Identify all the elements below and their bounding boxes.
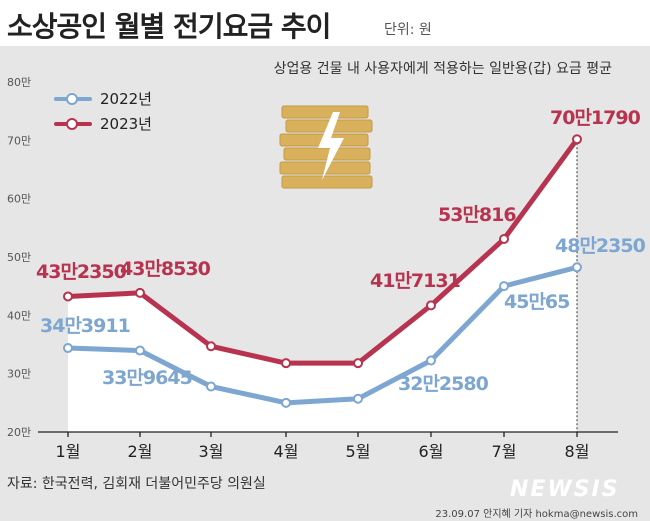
data-point-2023 xyxy=(206,341,216,352)
coin-stack-lightning-icon xyxy=(279,105,373,189)
area-fill-2023 xyxy=(68,139,577,432)
data-point-2022 xyxy=(353,393,363,404)
x-tick-label: 4월 xyxy=(274,442,299,461)
y-tick-label: 60만 xyxy=(7,193,31,206)
legend-label-2022: 2022년 xyxy=(100,90,152,108)
y-tick-label: 70만 xyxy=(7,134,31,147)
y-tick-label: 20만 xyxy=(7,426,31,439)
x-tick-label: 8월 xyxy=(565,442,590,461)
chart-title: 소상공인 월별 전기요금 추이 xyxy=(7,10,331,43)
source-note: 자료: 한국전력, 김회재 더불어민주당 의원실 xyxy=(7,476,266,492)
x-tick-label: 7월 xyxy=(492,442,517,461)
coin-layer xyxy=(281,105,369,119)
data-point-2022 xyxy=(63,343,73,354)
x-tick-label: 3월 xyxy=(199,442,224,461)
data-point-2022 xyxy=(206,381,216,392)
title-bar: 소상공인 월별 전기요금 추이 단위: 원 xyxy=(0,0,650,46)
data-point-2023 xyxy=(572,134,582,145)
lightning-bolt-icon xyxy=(318,112,344,180)
data-label-2023: 43만2350 xyxy=(36,261,127,283)
chart-subtitle: 상업용 건물 내 사용자에게 적용하는 일반용(갑) 요금 평균 xyxy=(273,61,612,77)
data-label-2022: 45만65 xyxy=(504,291,569,313)
data-point-2023 xyxy=(135,287,145,298)
data-label-2023: 53만816 xyxy=(438,204,516,226)
data-point-2023 xyxy=(353,358,363,369)
legend-marker-2022 xyxy=(66,93,78,105)
data-point-2023 xyxy=(426,300,436,311)
x-tick-label: 6월 xyxy=(419,442,444,461)
data-point-2023 xyxy=(499,234,509,245)
data-label-2022: 48만2350 xyxy=(555,235,646,257)
data-label-2023: 41만7131 xyxy=(370,270,460,292)
data-label-2022: 32만2580 xyxy=(398,373,489,395)
newsis-logo: NEWSIS xyxy=(510,477,620,502)
data-label-2023: 43만8530 xyxy=(120,258,211,280)
series-line-2023 xyxy=(65,136,580,366)
legend-marker-2023 xyxy=(66,118,78,130)
unit-label: 단위: 원 xyxy=(384,22,432,38)
data-label-2022: 34만3911 xyxy=(40,315,130,337)
data-point-2022 xyxy=(135,345,145,356)
x-tick-label: 2월 xyxy=(128,442,153,461)
coin-layer xyxy=(281,175,373,189)
y-tick-label: 30만 xyxy=(7,368,31,381)
y-tick-label: 50만 xyxy=(7,251,31,264)
y-tick-label: 80만 xyxy=(7,76,31,89)
series-line-2022 xyxy=(65,264,580,406)
data-point-2022 xyxy=(281,397,291,408)
legend-label-2023: 2023년 xyxy=(100,115,152,133)
data-label-2022: 33만9645 xyxy=(102,367,192,389)
data-point-2023 xyxy=(281,358,291,369)
y-tick-label: 40만 xyxy=(7,309,31,322)
data-point-2022 xyxy=(499,281,509,292)
data-point-2022 xyxy=(426,355,436,366)
data-point-2022 xyxy=(572,262,582,273)
byline: 23.09.07 안지혜 기자 hokma@newsis.com xyxy=(435,509,638,520)
x-tick-label: 5월 xyxy=(346,442,371,461)
data-point-2023 xyxy=(63,291,73,302)
x-tick-label: 1월 xyxy=(56,442,81,461)
coin-layer xyxy=(283,147,371,161)
data-label-2023: 70만1790 xyxy=(550,107,641,129)
